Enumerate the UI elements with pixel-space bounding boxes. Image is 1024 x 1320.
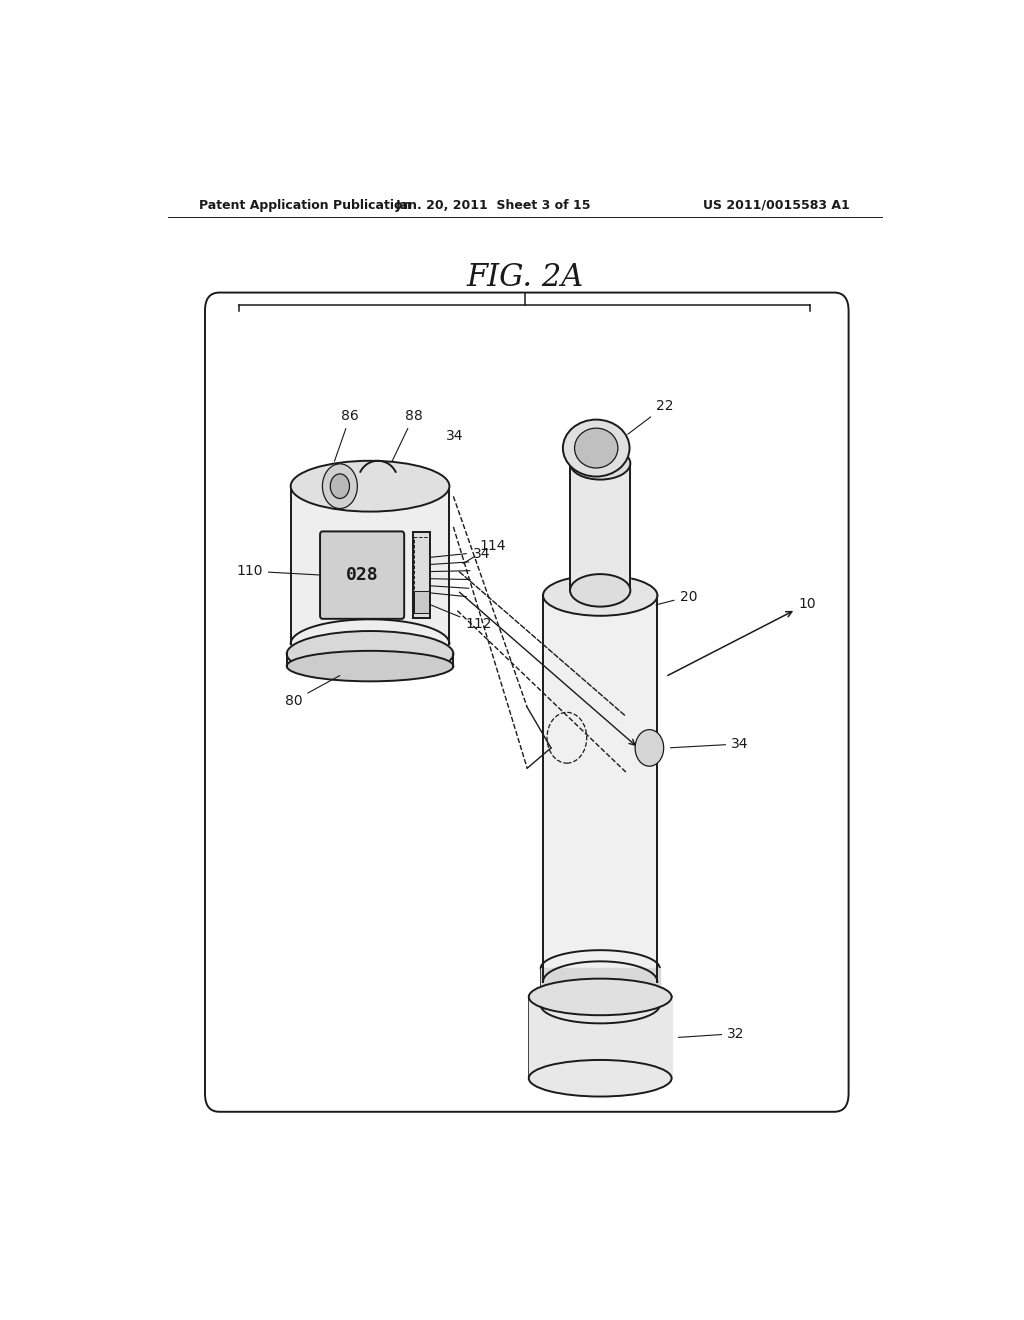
Ellipse shape <box>570 574 631 607</box>
Text: 22: 22 <box>628 400 673 434</box>
Text: 34: 34 <box>445 429 463 444</box>
Polygon shape <box>543 590 657 595</box>
Text: FIG. 2A: FIG. 2A <box>466 261 584 293</box>
Text: 34: 34 <box>473 546 490 561</box>
Text: 028: 028 <box>346 566 379 585</box>
Ellipse shape <box>287 631 454 677</box>
Ellipse shape <box>528 978 672 1015</box>
Text: 88: 88 <box>391 409 423 463</box>
Ellipse shape <box>528 1060 672 1097</box>
Ellipse shape <box>291 461 450 512</box>
Text: 20: 20 <box>656 590 697 605</box>
Ellipse shape <box>574 428 617 469</box>
Circle shape <box>323 463 357 508</box>
Text: Jan. 20, 2011  Sheet 3 of 15: Jan. 20, 2011 Sheet 3 of 15 <box>395 198 591 211</box>
Text: 80: 80 <box>285 676 340 708</box>
Ellipse shape <box>287 651 454 681</box>
FancyBboxPatch shape <box>415 591 429 614</box>
Ellipse shape <box>570 447 631 479</box>
Text: 10: 10 <box>668 597 816 676</box>
FancyBboxPatch shape <box>321 532 404 619</box>
Ellipse shape <box>563 420 630 477</box>
Text: 114: 114 <box>463 539 506 564</box>
Text: 110: 110 <box>237 564 319 578</box>
Text: 32: 32 <box>678 1027 744 1040</box>
Circle shape <box>635 730 664 766</box>
Text: Patent Application Publication: Patent Application Publication <box>200 198 412 211</box>
Text: 86: 86 <box>335 409 359 461</box>
Ellipse shape <box>543 576 657 616</box>
Circle shape <box>331 474 349 499</box>
Text: 112: 112 <box>431 605 492 631</box>
Text: US 2011/0015583 A1: US 2011/0015583 A1 <box>703 198 850 211</box>
FancyBboxPatch shape <box>413 532 430 618</box>
Text: 34: 34 <box>671 737 749 751</box>
